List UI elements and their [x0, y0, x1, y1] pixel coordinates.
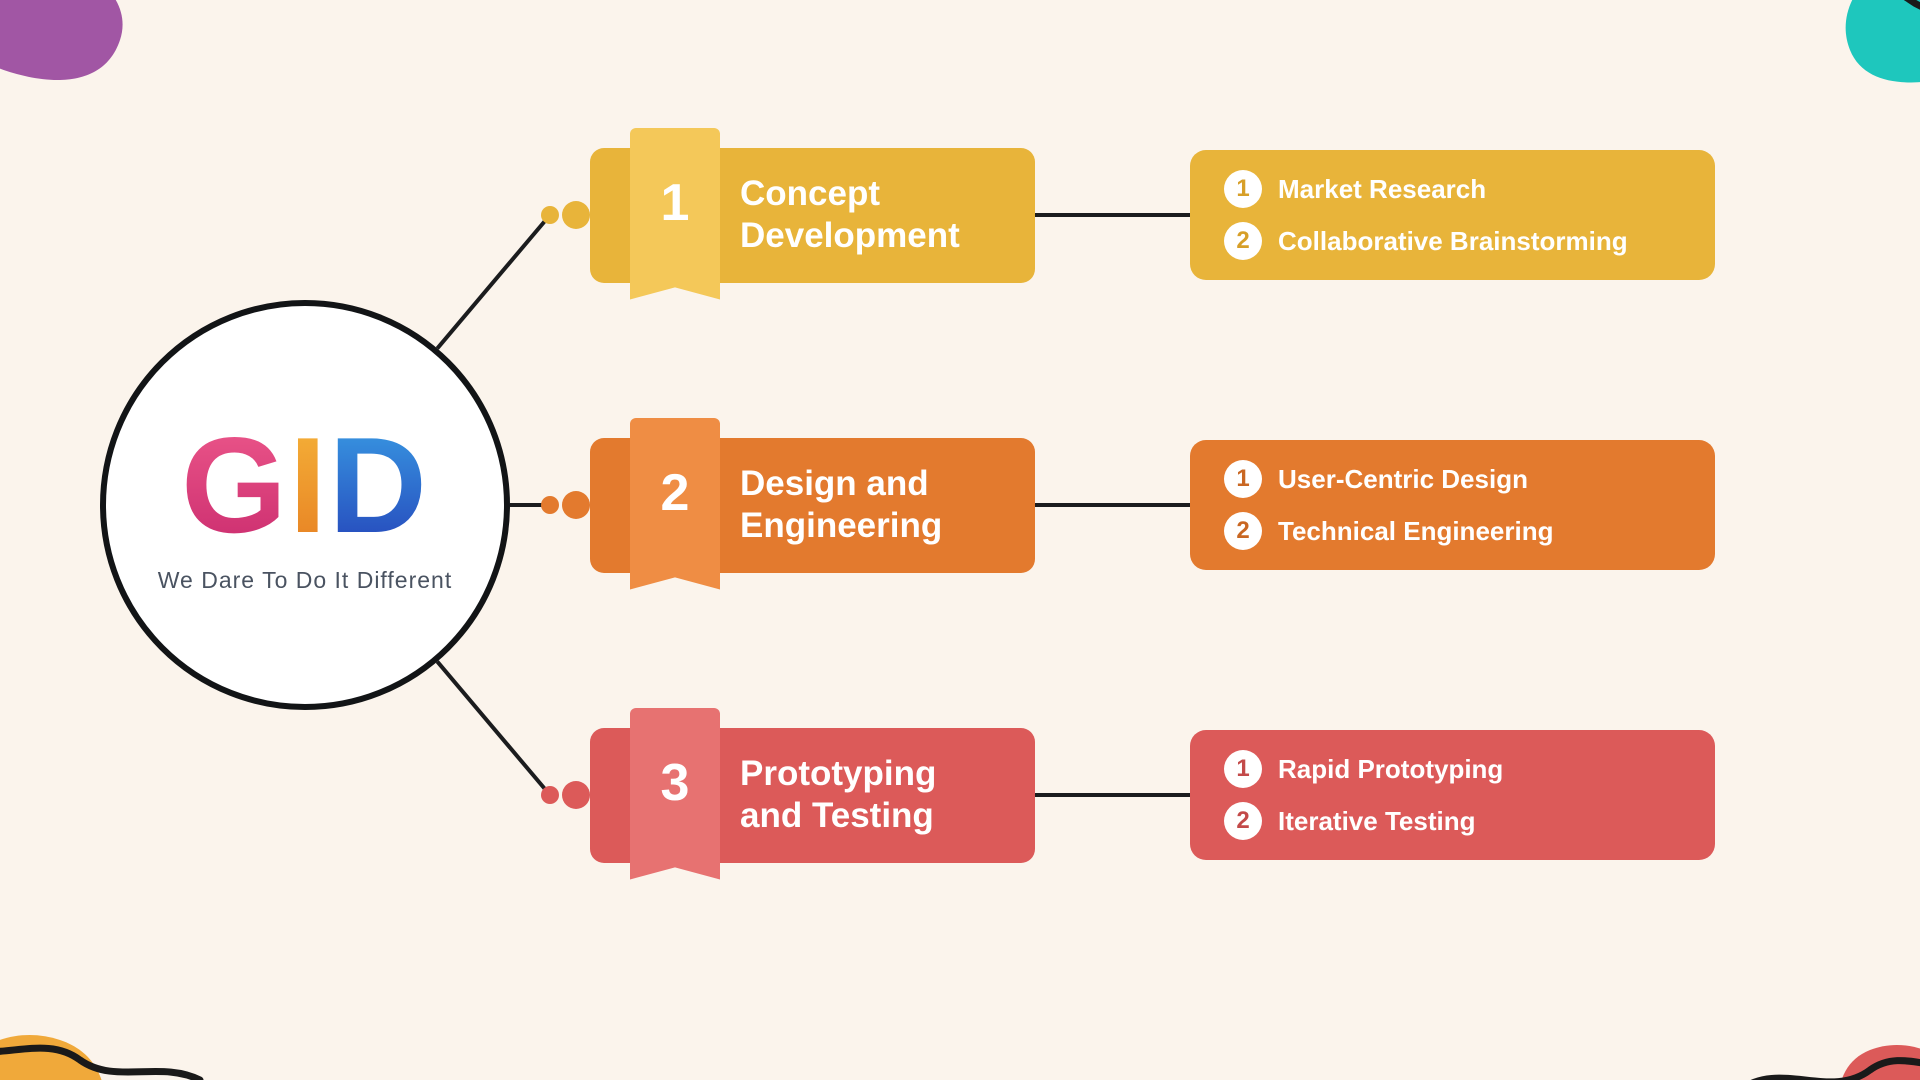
detail-item-label: Technical Engineering — [1278, 516, 1553, 547]
logo-text: GID — [181, 417, 429, 553]
branch-title-line2: Development — [740, 215, 960, 257]
step-number-ribbon-1: 1 — [630, 128, 720, 278]
bullet-number-icon: 2 — [1224, 222, 1262, 260]
puzzle-knob-icon — [562, 491, 590, 519]
branch-detail-card-1: 1 Market Research 2 Collaborative Brainstor… — [1190, 150, 1715, 280]
branch-detail-card-2: 1 User-Centric Design 2 Technical Engineeri… — [1190, 440, 1715, 570]
corner-blob-bottom-left — [0, 920, 210, 1080]
branch-title-1: ConceptDevelopment — [740, 173, 960, 257]
branch-title-line1: Prototyping — [740, 753, 936, 795]
branch-title-line2: Engineering — [740, 505, 942, 547]
detail-item-label: User-Centric Design — [1278, 464, 1528, 495]
puzzle-knob-icon — [562, 201, 590, 229]
bullet-number-icon: 2 — [1224, 512, 1262, 550]
bullet-number-icon: 1 — [1224, 170, 1262, 208]
branch-title-card-1: 1ConceptDevelopment — [590, 148, 1035, 283]
detail-item: 1 User-Centric Design — [1224, 460, 1715, 498]
bullet-number-icon: 1 — [1224, 750, 1262, 788]
branch-title-line1: Concept — [740, 173, 960, 215]
step-number-ribbon-3: 3 — [630, 708, 720, 858]
detail-item-label: Market Research — [1278, 174, 1486, 205]
step-number-ribbon-2: 2 — [630, 418, 720, 568]
detail-item: 2 Technical Engineering — [1224, 512, 1715, 550]
branch-title-card-3: 3Prototypingand Testing — [590, 728, 1035, 863]
detail-item: 2 Iterative Testing — [1224, 802, 1715, 840]
branch-title-line1: Design and — [740, 463, 942, 505]
logo-hub: GID We Dare To Do It Different — [100, 300, 510, 710]
branch-title-2: Design andEngineering — [740, 463, 942, 547]
detail-item: 2 Collaborative Brainstorming — [1224, 222, 1715, 260]
bullet-number-icon: 1 — [1224, 460, 1262, 498]
detail-item-label: Iterative Testing — [1278, 806, 1475, 837]
puzzle-knob-icon — [562, 781, 590, 809]
detail-item-label: Rapid Prototyping — [1278, 754, 1503, 785]
logo-tagline: We Dare To Do It Different — [158, 567, 452, 594]
corner-blob-bottom-right — [1710, 920, 1920, 1080]
infographic-stage: GID We Dare To Do It Different 1ConceptD… — [0, 0, 1920, 1080]
branch-title-card-2: 2Design andEngineering — [590, 438, 1035, 573]
corner-blob-top-right — [1720, 0, 1920, 160]
branch-title-3: Prototypingand Testing — [740, 753, 936, 837]
detail-item-label: Collaborative Brainstorming — [1278, 226, 1628, 257]
branch-title-line2: and Testing — [740, 795, 936, 837]
branch-detail-card-3: 1 Rapid Prototyping 2 Iterative Testing — [1190, 730, 1715, 860]
corner-blob-top-left — [0, 0, 220, 160]
detail-item: 1 Market Research — [1224, 170, 1715, 208]
detail-item: 1 Rapid Prototyping — [1224, 750, 1715, 788]
bullet-number-icon: 2 — [1224, 802, 1262, 840]
